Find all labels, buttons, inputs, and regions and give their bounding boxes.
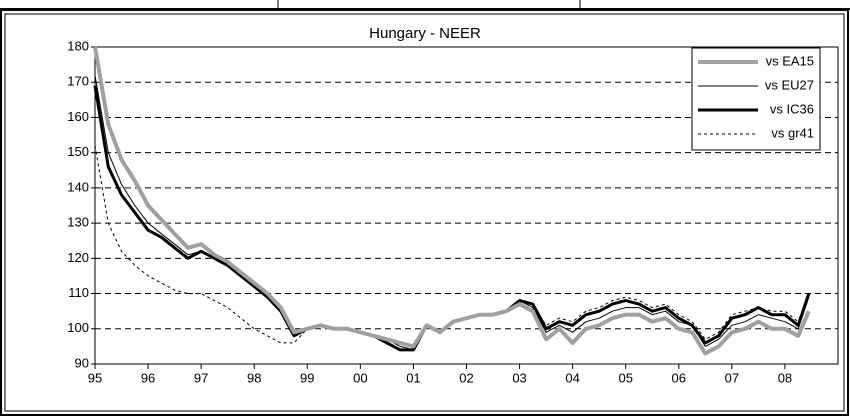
- x-tick-label: 06: [672, 370, 686, 385]
- legend-label: vs EA15: [766, 53, 814, 68]
- y-tick-label: 130: [67, 215, 89, 230]
- x-tick-label: 95: [88, 370, 102, 385]
- chart-title: Hungary - NEER: [369, 25, 481, 42]
- y-tick-label: 150: [67, 144, 89, 159]
- x-tick-label: 96: [141, 370, 155, 385]
- x-tick-label: 00: [353, 370, 367, 385]
- legend-label: vs IC36: [770, 101, 814, 116]
- legend-label: vs gr41: [771, 125, 814, 140]
- x-tick-label: 97: [194, 370, 208, 385]
- x-tick-label: 01: [406, 370, 420, 385]
- y-tick-label: 140: [67, 179, 89, 194]
- inner-frame: [4, 13, 845, 412]
- legend-box: [691, 47, 821, 151]
- y-tick-label: 170: [67, 74, 89, 89]
- y-tick-label: 100: [67, 320, 89, 335]
- outer-frame: [0, 9, 849, 416]
- x-tick-label: 99: [300, 370, 314, 385]
- y-tick-label: 180: [67, 38, 89, 53]
- series-line: [94, 145, 810, 351]
- y-tick-label: 120: [67, 250, 89, 265]
- x-tick-label: 08: [778, 370, 792, 385]
- series-line: [93, 46, 811, 356]
- x-tick-label: 02: [459, 370, 473, 385]
- y-tick-label: 110: [68, 285, 89, 300]
- x-tick-label: 98: [247, 370, 261, 385]
- x-tick-label: 03: [512, 370, 526, 385]
- legend-label: vs EU27: [765, 77, 814, 92]
- y-tick-label: 160: [67, 109, 89, 124]
- y-tick-label: 90: [75, 355, 89, 370]
- x-tick-label: 05: [618, 370, 632, 385]
- x-tick-label: 07: [725, 370, 739, 385]
- x-tick-label: 04: [565, 370, 579, 385]
